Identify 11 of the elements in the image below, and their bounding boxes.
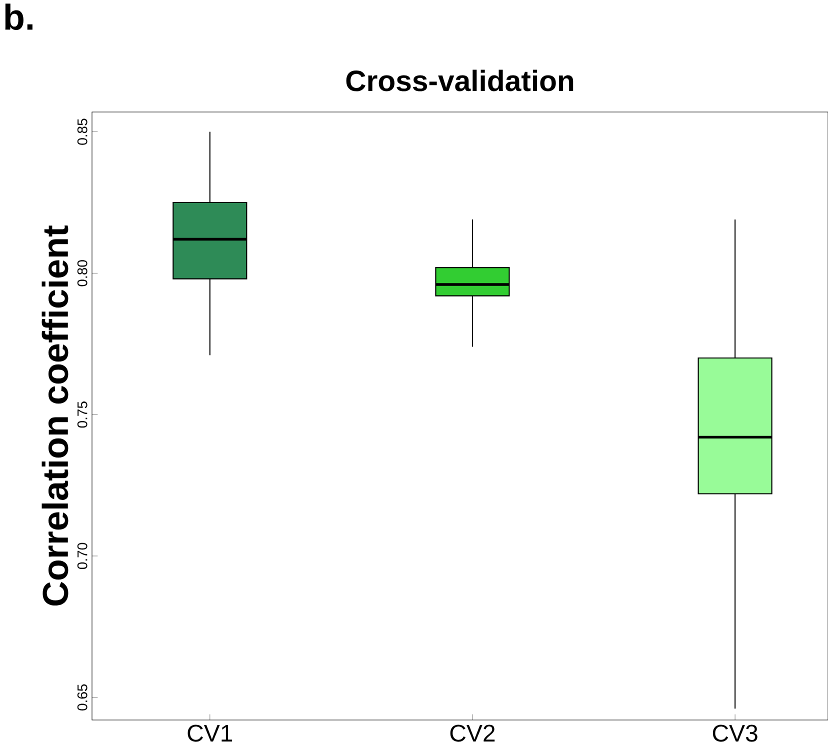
- x-tick-label: CV1: [188, 724, 232, 742]
- x-tick-label: CV2: [450, 724, 495, 742]
- y-tick-label: 0.65: [77, 684, 88, 710]
- y-tick-label: 0.80: [77, 260, 88, 286]
- y-tick-label: 0.70: [77, 542, 88, 570]
- x-tick-label: CV3: [712, 724, 758, 742]
- y-axis-title: Correlation coefficient: [42, 225, 68, 606]
- chart-title: Cross-validation: [346, 70, 574, 92]
- text: b.: [5, 4, 32, 30]
- y-tick-label: 0.75: [77, 402, 88, 428]
- y-tick-label: 0.85: [77, 118, 88, 145]
